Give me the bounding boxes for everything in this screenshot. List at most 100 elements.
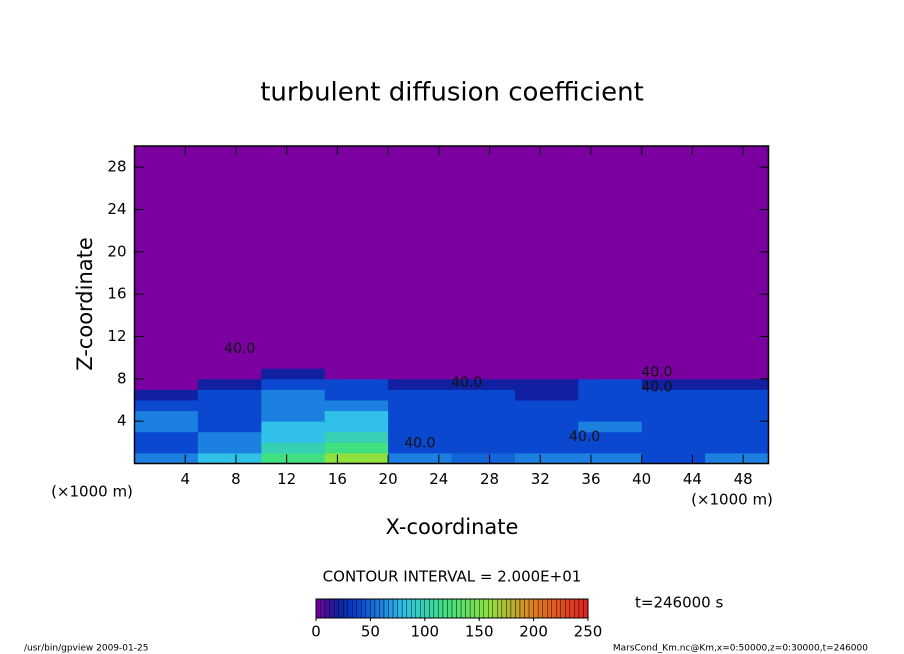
cell (641, 410, 706, 422)
contour-label: 40.0 (224, 341, 255, 357)
colorbar-strip (497, 598, 503, 619)
cell (134, 146, 199, 369)
colorbar-strip (528, 598, 534, 619)
cell (705, 431, 769, 443)
colorbar-strip (374, 598, 380, 619)
contour-label: 40.0 (569, 429, 600, 445)
colorbar-tick-label: 0 (311, 623, 321, 641)
colorbar-strip (420, 598, 425, 619)
cell (641, 368, 706, 380)
cell (197, 431, 262, 443)
cell (134, 410, 199, 422)
y-axis-label: Z-coordinate (73, 237, 97, 371)
cell (578, 421, 643, 433)
colorbar-strip (551, 598, 557, 619)
x-tick-label: 48 (734, 470, 753, 488)
colorbar-tick-label: 100 (410, 623, 439, 641)
cell (705, 410, 769, 422)
colorbar-strip (447, 598, 453, 619)
cell (388, 410, 452, 422)
colorbar-strip (524, 598, 530, 619)
cell (134, 442, 199, 454)
cell (134, 452, 199, 464)
cell (641, 421, 706, 433)
colorbar-strip (383, 598, 389, 619)
colorbar-strip (515, 598, 521, 619)
colorbar-strip (583, 598, 589, 619)
cell (705, 368, 769, 380)
cell (134, 368, 199, 380)
contour-interval: CONTOUR INTERVAL = 2.000E+01 (323, 568, 582, 586)
cell (514, 378, 579, 390)
x-tick-label: 16 (328, 470, 347, 488)
cell (641, 146, 706, 369)
colorbar-strip (361, 598, 367, 619)
colorbar-strip (483, 598, 489, 619)
cell (261, 368, 326, 380)
cell (197, 146, 262, 369)
x-unit: (×1000 m) (691, 491, 773, 509)
cell (324, 389, 389, 401)
colorbar-strip (488, 598, 493, 619)
colorbar-strip (479, 598, 484, 619)
cell (705, 442, 769, 454)
cell (641, 400, 706, 412)
cell (388, 146, 452, 369)
time-label: t=246000 s (635, 594, 723, 612)
cell (388, 442, 452, 454)
cell (578, 452, 643, 464)
colorbar-frame (315, 598, 589, 619)
colorbar-strip (519, 598, 525, 619)
cell (388, 389, 452, 401)
cell (134, 389, 199, 401)
cell (578, 400, 643, 412)
footer: MarsCond_Km.nc@Km,x=0:50000,z=0:30000,t=… (613, 644, 868, 654)
contour-label: 40.0 (451, 375, 482, 391)
colorbar-strip (415, 598, 421, 619)
colorbar-strip (352, 598, 357, 619)
cell (514, 421, 579, 433)
colorbar-strip (474, 598, 480, 619)
colorbar-strip (460, 598, 466, 619)
cell (388, 400, 452, 412)
colorbar-tick-label: 50 (361, 623, 380, 641)
cell (134, 378, 199, 390)
colorbar-strip (556, 598, 561, 619)
cell (451, 431, 516, 443)
cell (261, 442, 326, 454)
cell (197, 452, 262, 464)
cell (578, 378, 643, 390)
cell (451, 452, 516, 464)
x-tick-label: 28 (480, 470, 499, 488)
x-tick-label: 36 (581, 470, 600, 488)
cell (705, 452, 769, 464)
colorbar-strip (338, 598, 344, 619)
cell (578, 410, 643, 422)
cell (514, 400, 579, 412)
cell (451, 389, 516, 401)
cell (261, 452, 326, 464)
cell (641, 442, 706, 454)
cell (705, 389, 769, 401)
colorbar-strip (537, 598, 543, 619)
y-tick-label: 4 (117, 412, 127, 430)
cell (514, 431, 579, 443)
cell (197, 400, 262, 412)
colorbar-strip (456, 598, 462, 619)
cell (261, 421, 326, 433)
cell (514, 442, 579, 454)
colorbar-strip (533, 598, 539, 619)
colorbar-strip (578, 598, 584, 619)
cell (514, 368, 579, 380)
cell (261, 146, 326, 369)
colorbar-strip (569, 598, 575, 619)
cell (578, 431, 643, 443)
colorbar-strip (379, 598, 385, 619)
cell (324, 378, 389, 390)
cell (197, 378, 262, 390)
x-tick-label: 20 (379, 470, 398, 488)
y-tick-label: 20 (107, 242, 126, 260)
cell (451, 146, 516, 369)
colorbar-strip (315, 598, 321, 619)
cell (324, 421, 389, 433)
